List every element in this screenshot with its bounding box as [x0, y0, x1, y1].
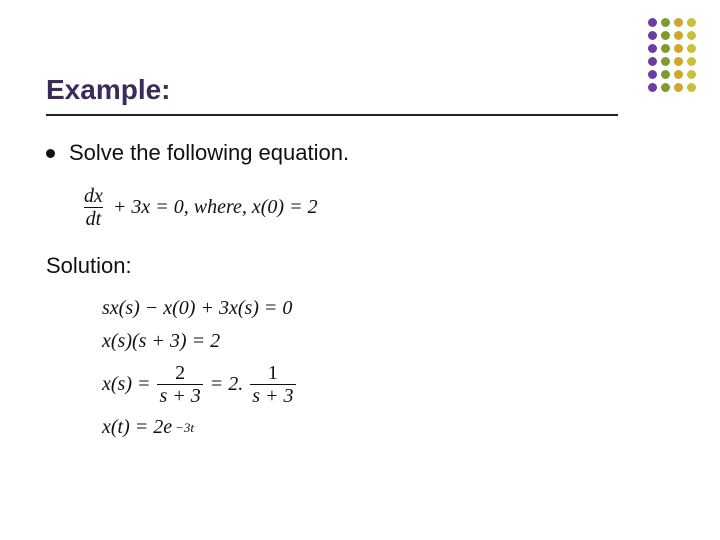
- decor-dot: [674, 18, 683, 27]
- decor-dot: [674, 57, 683, 66]
- bullet-text: Solve the following equation.: [69, 140, 349, 166]
- decor-dot: [648, 83, 657, 92]
- decor-dot: [687, 70, 696, 79]
- decor-dot: [687, 31, 696, 40]
- solution-line-4: x(t) = 2e−3t: [102, 416, 606, 439]
- decor-dot: [687, 83, 696, 92]
- l3-frac1: 2 s + 3: [157, 363, 202, 406]
- title-block: Example:: [46, 74, 586, 116]
- decor-dot: [687, 44, 696, 53]
- decor-dot: [674, 31, 683, 40]
- decor-dot: [648, 70, 657, 79]
- solution-label: Solution:: [46, 253, 606, 279]
- decor-dot: [661, 83, 670, 92]
- decor-dot: [687, 18, 696, 27]
- l3-f1-den: s + 3: [157, 384, 202, 406]
- bullet-dot: [46, 149, 55, 158]
- equation-rest: + 3x = 0, where, x(0) = 2: [113, 196, 318, 219]
- solution-line-3: x(s) = 2 s + 3 = 2. 1 s + 3: [102, 363, 606, 406]
- problem-equation: dx dt + 3x = 0, where, x(0) = 2: [82, 186, 606, 229]
- frac-num: dx: [82, 186, 105, 207]
- fraction-dx-dt: dx dt: [82, 186, 105, 229]
- solution-line-2: x(s)(s + 3) = 2: [102, 330, 606, 353]
- body-area: Solve the following equation. dx dt + 3x…: [46, 140, 606, 449]
- l3-f2-den: s + 3: [250, 384, 295, 406]
- slide-title: Example:: [46, 74, 586, 106]
- l4-base: x(t) = 2e: [102, 416, 172, 439]
- l3-f1-num: 2: [173, 363, 187, 384]
- decor-dot: [661, 70, 670, 79]
- decor-dot: [661, 18, 670, 27]
- solution-line-1: sx(s) − x(0) + 3x(s) = 0: [102, 297, 606, 320]
- l3-mid: = 2.: [210, 373, 244, 396]
- decor-dot: [661, 31, 670, 40]
- decor-dot: [648, 44, 657, 53]
- decor-dot: [648, 57, 657, 66]
- l3-f2-num: 1: [266, 363, 280, 384]
- frac-den: dt: [84, 207, 104, 229]
- corner-dot-decor: [648, 18, 696, 96]
- decor-dot: [648, 31, 657, 40]
- title-underline: [46, 114, 618, 116]
- bullet-row: Solve the following equation.: [46, 140, 606, 166]
- decor-dot: [661, 44, 670, 53]
- l3-lhs: x(s) =: [102, 373, 150, 396]
- solution-lines: sx(s) − x(0) + 3x(s) = 0 x(s)(s + 3) = 2…: [102, 297, 606, 439]
- decor-dot: [648, 18, 657, 27]
- decor-dot: [674, 83, 683, 92]
- decor-dot: [661, 57, 670, 66]
- decor-dot: [674, 44, 683, 53]
- l3-frac2: 1 s + 3: [250, 363, 295, 406]
- decor-dot: [687, 57, 696, 66]
- decor-dot: [674, 70, 683, 79]
